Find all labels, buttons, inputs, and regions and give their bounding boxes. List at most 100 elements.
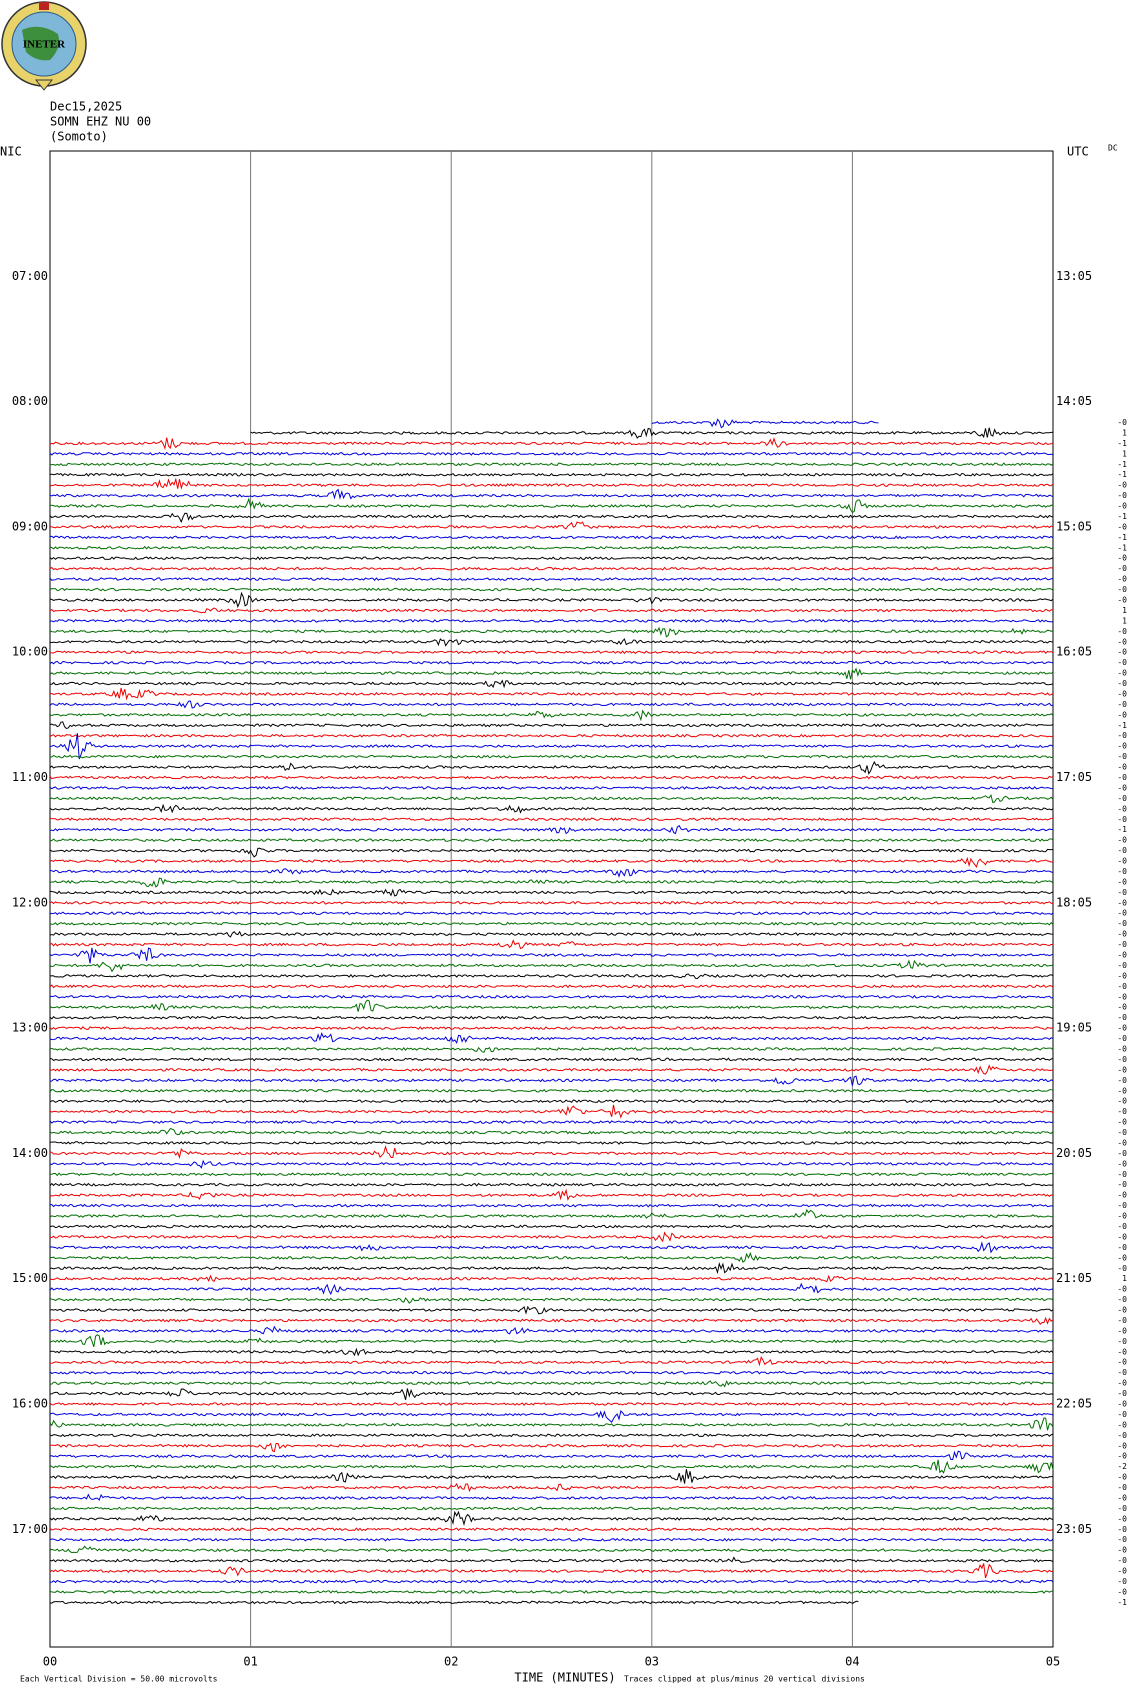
trace-offset: -0 [1117,1326,1127,1335]
trace [49,1224,1054,1229]
trace [49,838,1054,843]
trace-offset: -0 [1117,1452,1127,1461]
trace [49,1506,1054,1511]
trace [49,999,1054,1012]
trace-offset: -0 [1117,951,1127,960]
logo: INETER [1,1,87,91]
trace-offset: -0 [1117,1170,1127,1179]
trace [49,1433,1054,1438]
trace-offset: -1 [1117,470,1127,479]
trace-offset: -0 [1117,888,1127,897]
trace-offset: -0 [1117,585,1127,594]
trace [49,1482,1054,1493]
trace-offset: -1 [1117,1598,1127,1607]
trace [49,1145,1054,1160]
trace [49,1188,1054,1201]
left-time-label: 12:00 [12,895,48,909]
trace [50,1356,1054,1367]
trace [49,1159,1054,1169]
trace [651,418,879,429]
right-time-label: 23:05 [1056,1522,1092,1536]
right-time-label: 22:05 [1056,1397,1092,1411]
trace [49,535,1054,540]
trace [49,626,1054,638]
trace-offset: -0 [1117,836,1127,845]
trace [49,437,1054,451]
trace-offset: -1 [1117,533,1127,542]
trace-offset: -0 [1117,679,1127,688]
trace-offset: -0 [1117,1159,1127,1168]
right-time-label: 16:05 [1056,645,1092,659]
trace [49,888,1054,897]
trace-offset: -0 [1117,1118,1127,1127]
left-zone-label: NIC [0,145,22,159]
trace [49,1469,1054,1484]
right-time-label: 18:05 [1056,895,1092,909]
plot-frame [49,150,1054,1648]
date: Dec15,2025 [50,100,122,114]
right-time-label: 14:05 [1056,394,1092,408]
trace [49,1282,1053,1296]
trace-offset: -0 [1117,1441,1127,1450]
trace-offset: -0 [1117,1055,1127,1064]
trace [49,1015,1054,1020]
trace [49,785,1054,790]
scale-note: Each Vertical Division = 50.00 microvolt… [20,1675,218,1684]
right-zone-label: UTC [1067,145,1089,159]
trace-offset: -0 [1117,971,1127,980]
x-tick-label: 01 [243,1655,257,1669]
trace-offset: -0 [1117,710,1127,719]
trace-offset: -0 [1117,700,1127,709]
trace [49,856,1054,869]
trace [49,497,1054,514]
trace-offset: -0 [1117,1410,1127,1419]
left-time-label: 17:00 [12,1522,48,1536]
trace-offset: -2 [1117,1462,1127,1471]
trace [49,1545,1054,1554]
trace [250,427,1054,439]
trace-offset: -0 [1117,783,1127,792]
trace [49,959,1054,973]
x-tick-label: 00 [43,1655,57,1669]
x-tick-label: 03 [645,1655,659,1669]
left-time-label: 16:00 [12,1397,48,1411]
trace-offset: -0 [1117,658,1127,667]
trace [49,1493,1054,1501]
trace-offset: -0 [1117,554,1127,563]
trace-offset: -0 [1117,1493,1127,1502]
trace-offset: -0 [1117,1034,1127,1043]
trace-offset: -0 [1117,940,1127,949]
right-time-label: 15:05 [1056,519,1092,533]
trace [49,1031,1054,1045]
trace [49,1104,1054,1119]
trace-offset: -0 [1117,1556,1127,1565]
x-axis-label: TIME (MINUTES) [514,1671,615,1685]
logo-text: INETER [23,39,66,51]
trace-offset: -0 [1117,1024,1127,1033]
trace-offset: -1 [1117,460,1127,469]
trace [49,1262,1054,1275]
trace [49,930,1054,938]
trace-offset: -0 [1117,1295,1127,1304]
trace [49,1537,1054,1542]
trace [49,1600,859,1605]
trace-offset: -0 [1117,627,1127,636]
right-time-label: 21:05 [1056,1271,1092,1285]
trace-offset: -0 [1117,857,1127,866]
trace-offset: -0 [1117,502,1127,511]
trace [49,1182,1054,1187]
trace [49,638,1054,647]
trace-offset: -0 [1117,992,1127,1001]
trace [49,1402,1054,1406]
left-time-label: 09:00 [12,519,48,533]
trace [49,877,1054,888]
trace [49,1410,1054,1424]
trace-offset: -0 [1117,1525,1127,1534]
trace [49,760,1054,775]
trace-offset: -0 [1117,1253,1127,1262]
trace [49,1442,1054,1453]
trace-offset: -0 [1117,752,1127,761]
trace [49,984,1054,989]
clip-note: Traces clipped at plus/minus 20 vertical… [624,1675,865,1684]
left-time-label: 13:00 [12,1021,48,1035]
